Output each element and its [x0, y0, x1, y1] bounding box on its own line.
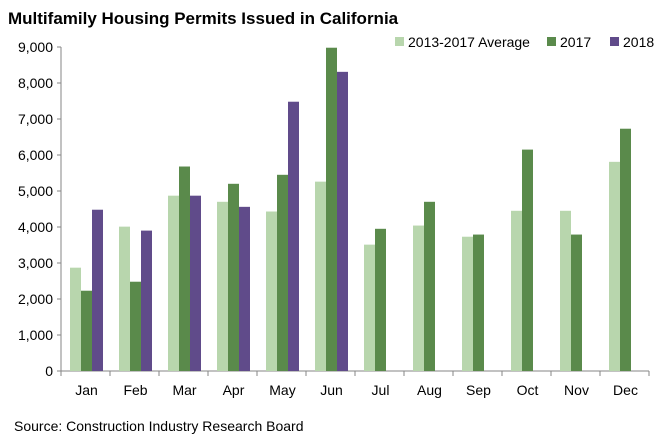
x-tick-label: Apr — [223, 382, 245, 398]
bar-2018-jun — [337, 71, 348, 371]
bar-2013-2017-average-aug — [413, 225, 424, 371]
bar-2013-2017-average-jan — [70, 267, 81, 371]
bar-2013-2017-average-jun — [315, 181, 326, 371]
bar-2018-mar — [190, 195, 201, 371]
x-tick-label: Mar — [172, 382, 196, 398]
y-tick-label: 8,000 — [18, 75, 53, 91]
x-tick-label: Feb — [123, 382, 147, 398]
bar-2017-jul — [375, 228, 386, 371]
bar-2017-aug — [424, 201, 435, 371]
bar-2013-2017-average-sep — [462, 236, 473, 371]
bar-2013-2017-average-feb — [119, 226, 130, 371]
bar-2017-apr — [228, 183, 239, 371]
x-tick-label: Jul — [372, 382, 390, 398]
bar-2013-2017-average-nov — [560, 210, 571, 371]
bar-2017-dec — [620, 128, 631, 371]
bar-2013-2017-average-jul — [364, 244, 375, 371]
legend-swatch — [395, 37, 404, 46]
bar-2018-jan — [92, 209, 103, 371]
legend-swatch — [547, 37, 556, 46]
y-tick-label: 7,000 — [18, 111, 53, 127]
bar-2013-2017-average-apr — [217, 201, 228, 371]
y-tick-label: 0 — [45, 363, 53, 379]
bar-2018-apr — [239, 206, 250, 371]
y-tick-label: 9,000 — [18, 39, 53, 55]
x-tick-label: Sep — [466, 382, 491, 398]
chart-title: Multifamily Housing Permits Issued in Ca… — [8, 9, 399, 28]
y-tick-label: 1,000 — [18, 327, 53, 343]
bar-2017-jun — [326, 47, 337, 371]
legend-label: 2018 — [623, 34, 654, 50]
source-note: Source: Construction Industry Research B… — [14, 418, 303, 434]
bar-2018-feb — [141, 230, 152, 371]
x-tick-label: Jun — [320, 382, 343, 398]
y-axis: 0 1,000 2,000 3,000 4,000 5,000 6,000 7,000 8,00… — [18, 39, 62, 379]
bar-2013-2017-average-mar — [168, 195, 179, 371]
bar-2017-sep — [473, 234, 484, 371]
y-tick-label: 6,000 — [18, 147, 53, 163]
y-tick-label: 3,000 — [18, 255, 53, 271]
bar-2018-may — [288, 101, 299, 371]
x-tick-label: Jan — [75, 382, 98, 398]
y-tick-label: 5,000 — [18, 183, 53, 199]
x-axis: Jan Feb Mar Apr May Jun Jul Aug Sep Oct Nov Dec — [60, 370, 650, 398]
y-tick-label: 2,000 — [18, 291, 53, 307]
bar-2017-feb — [130, 281, 141, 371]
bar-2017-may — [277, 174, 288, 371]
legend-swatch — [610, 37, 619, 46]
x-tick-label: Aug — [417, 382, 442, 398]
y-tick-label: 4,000 — [18, 219, 53, 235]
bars — [70, 47, 631, 371]
bar-2017-jan — [81, 290, 92, 371]
legend-label: 2017 — [560, 34, 591, 50]
legend-label: 2013-2017 Average — [408, 34, 530, 50]
bar-2017-mar — [179, 166, 190, 371]
x-tick-label: Dec — [613, 382, 638, 398]
bar-2013-2017-average-dec — [609, 161, 620, 371]
bar-2013-2017-average-may — [266, 211, 277, 371]
x-tick-label: May — [269, 382, 295, 398]
x-tick-label: Oct — [517, 382, 539, 398]
bar-2017-nov — [571, 234, 582, 371]
bar-2017-oct — [522, 149, 533, 371]
bar-2013-2017-average-oct — [511, 210, 522, 371]
x-tick-label: Nov — [564, 382, 589, 398]
legend: 2013-2017 Average 2017 2018 — [395, 34, 654, 50]
